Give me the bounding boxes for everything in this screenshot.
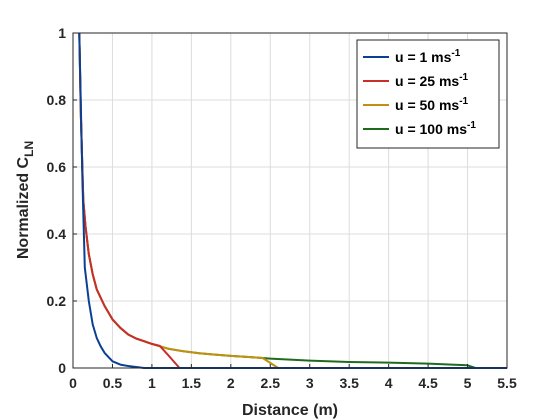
legend-label: u = 1 ms-1 bbox=[395, 48, 461, 65]
y-axis-ticks: 0 0.2 0.4 0.6 0.8 1 bbox=[47, 25, 77, 376]
x-tick-label: 1.5 bbox=[182, 375, 202, 391]
x-tick-label: 2 bbox=[227, 375, 235, 391]
x-tick-label: 4 bbox=[385, 375, 393, 391]
legend-label-superscript: -1 bbox=[451, 48, 460, 59]
y-tick-label: 1 bbox=[58, 25, 66, 41]
y-tick-label: 0.6 bbox=[47, 159, 67, 175]
y-axis-label: Normalized CLN bbox=[15, 141, 36, 259]
legend-label: u = 25 ms-1 bbox=[395, 72, 469, 89]
x-tick-label: 3 bbox=[306, 375, 314, 391]
legend-label-text: u = 100 ms bbox=[395, 121, 467, 137]
legend: u = 1 ms-1u = 25 ms-1u = 50 ms-1u = 100 … bbox=[356, 39, 500, 149]
x-tick-label: 5 bbox=[464, 375, 472, 391]
y-tick-label: 0.4 bbox=[47, 226, 67, 242]
legend-label-text: u = 1 ms bbox=[395, 49, 452, 65]
x-tick-label: 0 bbox=[69, 375, 77, 391]
y-tick-label: 0 bbox=[58, 360, 66, 376]
x-axis-label: Distance (m) bbox=[242, 402, 338, 419]
x-tick-label: 3.5 bbox=[339, 375, 359, 391]
x-tick-label: 2.5 bbox=[261, 375, 281, 391]
y-axis-label-subscript: LN bbox=[22, 141, 36, 157]
legend-label: u = 100 ms-1 bbox=[395, 120, 476, 137]
series-line-2 bbox=[78, 32, 507, 369]
legend-label-superscript: -1 bbox=[459, 96, 468, 107]
y-tick-label: 0.8 bbox=[47, 92, 67, 108]
x-tick-label: 1 bbox=[148, 375, 156, 391]
y-axis-label-main: Normalized C bbox=[15, 156, 32, 259]
legend-label-text: u = 25 ms bbox=[395, 73, 459, 89]
legend-label-superscript: -1 bbox=[459, 72, 468, 83]
legend-label: u = 50 ms-1 bbox=[395, 96, 469, 113]
x-axis-ticks: 0 0.5 1 1.5 2 2.5 3 3.5 4 4.5 5 5.5 bbox=[69, 364, 517, 391]
x-tick-label: 0.5 bbox=[103, 375, 123, 391]
y-tick-label: 0.2 bbox=[47, 293, 67, 309]
legend-label-text: u = 50 ms bbox=[395, 97, 459, 113]
legend-label-superscript: -1 bbox=[467, 120, 476, 131]
x-tick-label: 5.5 bbox=[497, 375, 517, 391]
x-tick-label: 4.5 bbox=[418, 375, 438, 391]
plot-frame bbox=[72, 32, 508, 369]
